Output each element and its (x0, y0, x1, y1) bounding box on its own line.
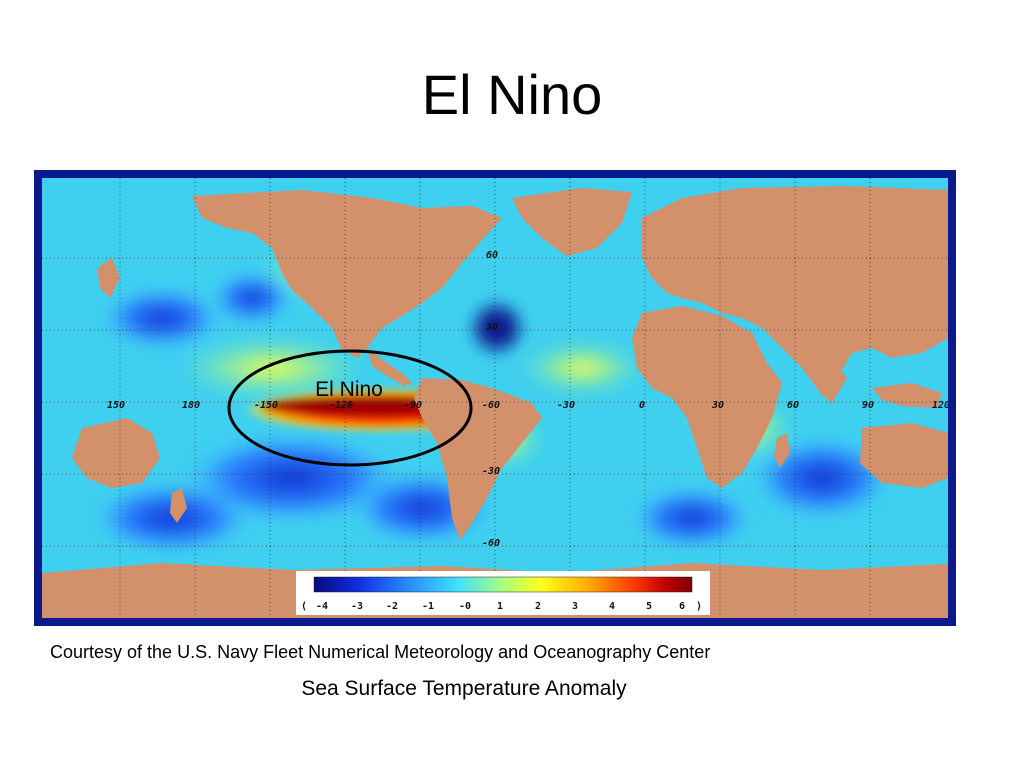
colorbar-arrow-right: ⟩ (696, 601, 702, 612)
graticule (42, 178, 948, 618)
lon-label: -60 (482, 400, 500, 411)
lon-label: -30 (557, 400, 575, 411)
lat-label: -30 (482, 466, 500, 477)
anomaly-field (92, 233, 892, 553)
colorbar-tick: 2 (535, 601, 541, 612)
colorbar: ⟨ -4 -3 -2 -1 -0 1 2 3 4 5 6 ⟩ (296, 571, 710, 615)
lon-label: -150 (254, 400, 278, 411)
map-caption: Sea Surface Temperature Anomaly (301, 677, 627, 700)
colorbar-tick: 4 (609, 601, 615, 612)
el-nino-label: El Nino (315, 378, 383, 401)
lon-label: 0 (639, 400, 645, 411)
colorbar-tick: 3 (572, 601, 578, 612)
colorbar-tick: 6 (679, 601, 685, 612)
lat-label: 30 (485, 322, 498, 333)
lon-label: 120 (932, 400, 948, 411)
colorbar-tick: -3 (351, 601, 363, 612)
el-nino-circle (227, 349, 473, 467)
lon-label: 90 (862, 400, 874, 411)
colorbar-gradient (313, 576, 693, 593)
colorbar-arrow-left: ⟨ (301, 601, 307, 612)
colorbar-tick: -0 (459, 601, 471, 612)
image-credit: Courtesy of the U.S. Navy Fleet Numerica… (50, 642, 711, 662)
colorbar-tick: -2 (386, 601, 398, 612)
colorbar-tick: -1 (422, 601, 434, 612)
lon-label: -90 (404, 400, 422, 411)
colorbar-tick: -4 (316, 601, 328, 612)
lon-label: 180 (182, 400, 200, 411)
lat-label: 60 (486, 250, 498, 261)
lon-label: 150 (107, 400, 125, 411)
slide-title: El Nino (421, 63, 603, 126)
lat-label: -60 (482, 538, 500, 549)
colorbar-tick: 1 (497, 601, 503, 612)
lon-label: -120 (329, 400, 353, 411)
colorbar-tick: 5 (646, 601, 652, 612)
sst-anomaly-map: 150 180 -150 -120 -90 -60 -30 0 30 60 90… (34, 170, 956, 626)
lon-label: 30 (711, 400, 724, 411)
lon-label: 60 (787, 400, 799, 411)
